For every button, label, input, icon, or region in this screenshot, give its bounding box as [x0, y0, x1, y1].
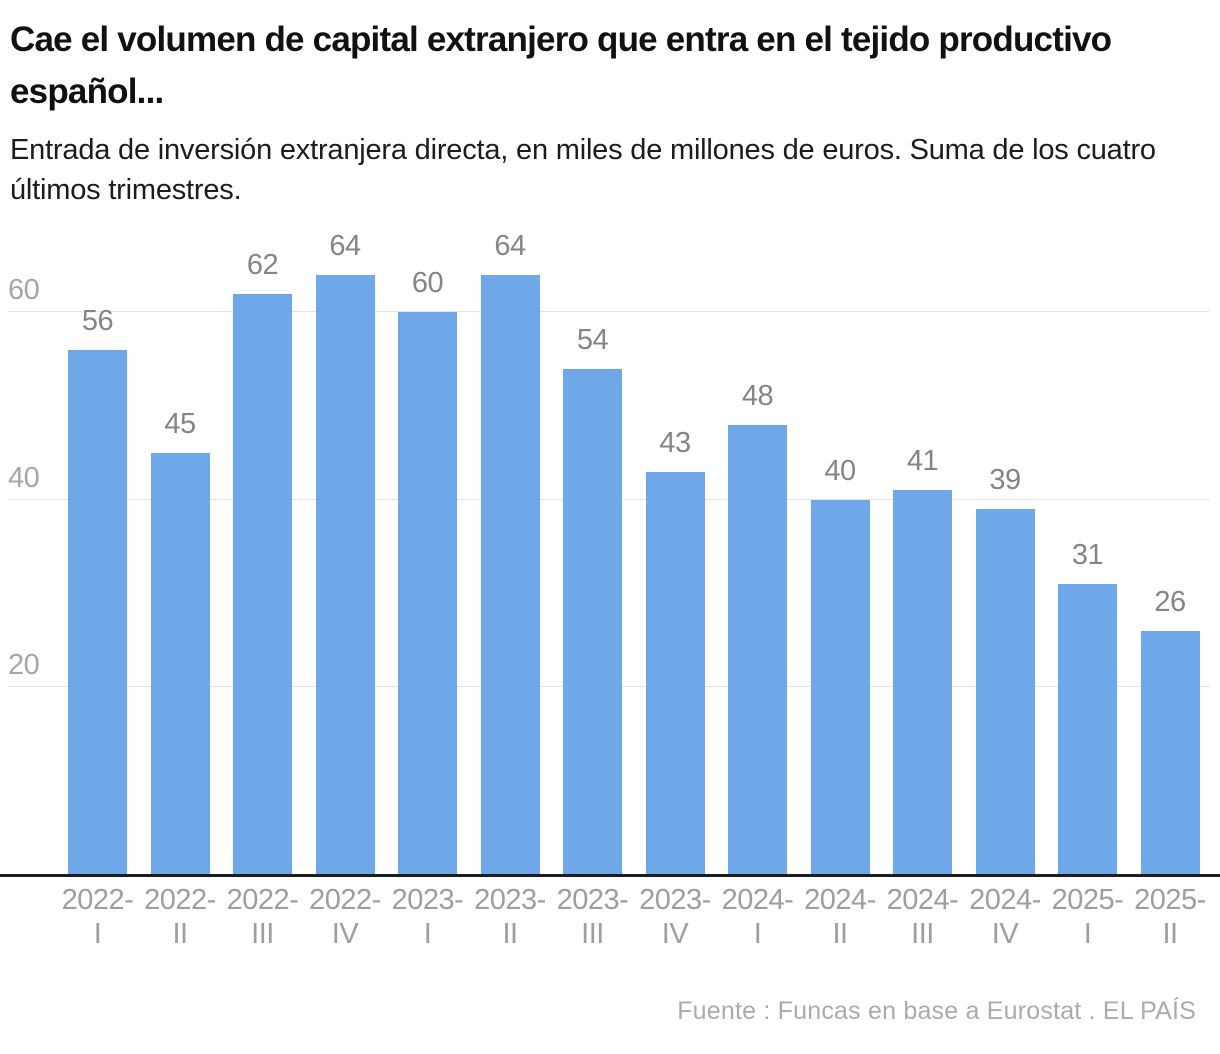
x-tick-label: 2025- II: [1120, 883, 1220, 951]
x-tick-quarter: II: [1162, 918, 1178, 950]
y-tick-label: 40: [8, 461, 40, 494]
x-tick-label: 2023- II: [460, 883, 560, 951]
x-tick-year: 2023-: [639, 884, 711, 916]
x-tick-year: 2024-: [886, 884, 959, 916]
bar-2024-IV: [975, 508, 1035, 874]
x-tick-year: 2022-: [144, 884, 216, 916]
bar-value-label: 31: [1071, 538, 1104, 571]
x-tick-label: 2022- I: [48, 883, 148, 951]
bar-2023-I: [398, 312, 457, 874]
x-tick-label: 2022- II: [130, 883, 230, 951]
bar-value-label: 48: [741, 379, 774, 412]
x-tick-year: 2025-: [1134, 884, 1206, 916]
y-tick-label: 20: [8, 648, 40, 681]
bar-2024-I: [728, 424, 787, 874]
x-tick-year: 2022-: [309, 884, 381, 916]
bar-value-label: 64: [329, 229, 361, 262]
x-tick-quarter: I: [1083, 918, 1092, 950]
bar-value-label: 40: [824, 454, 856, 487]
x-tick-quarter: I: [753, 918, 762, 950]
bar-value-label: 60: [411, 267, 444, 300]
x-tick-quarter: II: [502, 918, 518, 950]
bar-value-label: 62: [246, 248, 279, 281]
gridline-y60: [8, 311, 1210, 313]
source-attribution: Fuente : Funcas en base a Eurostat . EL …: [677, 997, 1196, 1025]
bar-2024-II: [810, 499, 870, 874]
x-tick-year: 2023-: [391, 884, 464, 916]
x-tick-label: 2023- I: [378, 883, 478, 951]
bar-2025-II: [1140, 630, 1200, 874]
bar-value-label: 41: [906, 445, 939, 478]
x-tick-quarter: I: [423, 918, 432, 950]
x-tick-label: 2022- III: [213, 883, 313, 951]
bar-2023-II: [480, 274, 540, 874]
chart-title: Cae el volumen de capital extranjero que…: [10, 20, 1112, 111]
x-tick-label: 2024- IV: [955, 883, 1055, 951]
x-tick-quarter: I: [93, 918, 102, 950]
y-tick-label: 60: [8, 274, 40, 307]
x-tick-quarter: IV: [331, 918, 359, 950]
bar-value-label: 54: [576, 323, 609, 356]
x-tick-year: 2022-: [61, 884, 134, 916]
x-tick-label: 2024- II: [790, 883, 890, 951]
bar-2023-IV: [645, 471, 705, 874]
x-tick-year: 2023-: [474, 884, 546, 916]
bar-value-label: 26: [1154, 585, 1186, 618]
x-tick-quarter: III: [251, 918, 274, 950]
bar-2022-I: [68, 349, 127, 874]
bar-2025-I: [1058, 583, 1117, 874]
bar-value-label: 45: [164, 407, 196, 440]
x-tick-year: 2024-: [969, 884, 1041, 916]
chart-footer: Fuente : Funcas en base a Eurostat . EL …: [0, 997, 1220, 1026]
bar-chart-plot-area: 20 40 60 56 45 62 64 60 64 54 43 48 40 41 39 31 26: [0, 230, 1220, 877]
x-tick-label: 2023- III: [543, 883, 643, 951]
chart-header: Cae el volumen de capital extranjero que…: [0, 0, 1220, 210]
x-tick-label: 2024- I: [708, 883, 808, 951]
x-tick-quarter: III: [911, 918, 934, 950]
x-tick-label: 2022- IV: [295, 883, 395, 951]
bar-2023-III: [563, 368, 622, 874]
bar-2022-III: [233, 293, 292, 874]
x-tick-quarter: II: [172, 918, 188, 950]
bar-2022-IV: [315, 274, 375, 874]
bar-value-label: 56: [81, 304, 114, 337]
x-tick-year: 2024-: [721, 884, 794, 916]
bar-value-label: 43: [659, 426, 691, 459]
x-tick-quarter: III: [581, 918, 604, 950]
x-tick-year: 2025-: [1051, 884, 1124, 916]
bar-value-label: 39: [989, 463, 1021, 496]
bar-2022-II: [150, 452, 210, 874]
x-tick-year: 2024-: [804, 884, 876, 916]
x-axis-labels: 2022- I 2022- II 2022- III 2022- IV 2023- I 2023- I…: [0, 883, 1220, 967]
x-tick-year: 2022-: [226, 884, 299, 916]
x-tick-year: 2023-: [556, 884, 629, 916]
x-tick-quarter: IV: [991, 918, 1019, 950]
chart-subtitle: Entrada de inversión extranjera directa,…: [10, 134, 1156, 206]
bar-2024-III: [893, 490, 952, 874]
x-tick-quarter: II: [832, 918, 848, 950]
bar-value-label: 64: [494, 229, 526, 262]
x-tick-quarter: IV: [661, 918, 689, 950]
x-tick-label: 2024- III: [873, 883, 973, 951]
x-tick-label: 2023- IV: [625, 883, 725, 951]
x-tick-label: 2025- I: [1038, 883, 1138, 951]
